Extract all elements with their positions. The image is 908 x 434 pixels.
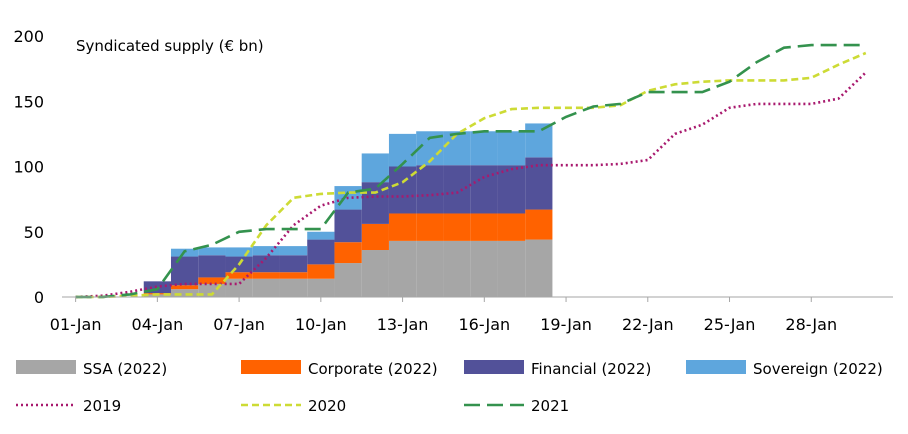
series-line-2020 [75, 51, 867, 299]
x-tick-label: 16-Jan [458, 315, 510, 334]
bar-segment [279, 272, 308, 279]
bar-segment [416, 213, 444, 241]
series-line-2021 [75, 43, 866, 299]
bar-segment [361, 223, 389, 251]
bar-segment [497, 213, 526, 241]
bar-segment [252, 272, 280, 279]
y-axis: 0 50 100 150 200 [13, 27, 44, 307]
bar-segment [497, 240, 526, 297]
legend-swatch [241, 360, 301, 374]
bar-segment [170, 289, 199, 297]
bar-segment [470, 131, 498, 166]
bar-segment [252, 246, 280, 256]
x-tick-label: 19-Jan [540, 315, 592, 334]
bar-segment [497, 165, 526, 214]
bar-segment [525, 239, 553, 297]
bar-segment [443, 213, 471, 241]
x-tick-label: 13-Jan [377, 315, 429, 334]
bar-segment [252, 255, 280, 273]
legend-label: Corporate (2022) [308, 360, 438, 378]
bar-segment [307, 264, 335, 279]
bar-segment [334, 263, 362, 297]
legend-label: Financial (2022) [531, 360, 651, 378]
x-tick-label: 22-Jan [622, 315, 674, 334]
bar-segment [470, 240, 498, 297]
bar-segment [388, 240, 417, 297]
bar-segment [198, 247, 226, 256]
legend-label: SSA (2022) [83, 360, 167, 378]
bar-segment [307, 239, 335, 265]
x-tick-label: 10-Jan [295, 315, 347, 334]
bar-segment [170, 256, 199, 286]
x-tick-label: 04-Jan [132, 315, 184, 334]
x-tick-label: 01-Jan [50, 315, 102, 334]
legend-swatch [464, 360, 524, 374]
y-tick-label: 150 [13, 92, 44, 111]
y-tick-label: 50 [24, 223, 44, 242]
legend-swatch [16, 360, 76, 374]
bar-segment [525, 209, 553, 240]
bar-segment [334, 242, 362, 264]
x-tick-label: 07-Jan [213, 315, 265, 334]
bar-segment [470, 213, 498, 241]
chart-annotation: Syndicated supply (€ bn) [76, 37, 264, 55]
x-tick-label: 25-Jan [704, 315, 756, 334]
bar-segment [279, 255, 308, 273]
bar-segment [225, 247, 253, 257]
bar-segment [334, 209, 362, 243]
y-tick-label: 100 [13, 158, 44, 177]
bar-segment [361, 153, 389, 183]
bar-segment [470, 165, 498, 214]
bar-segment [443, 240, 471, 297]
bar-segment [198, 277, 226, 284]
bar-segment [525, 157, 553, 210]
bar-segment [416, 240, 444, 297]
bar-segment [525, 123, 553, 158]
y-tick-label: 0 [34, 288, 44, 307]
series-line-2019 [75, 71, 867, 299]
x-tick-label: 28-Jan [785, 315, 837, 334]
legend-label: 2019 [83, 397, 121, 415]
bar-segment [225, 272, 253, 279]
bar-segment [307, 278, 335, 297]
plot-area [75, 43, 867, 299]
bar-segment [388, 133, 417, 167]
bar-segment [170, 285, 199, 290]
bar-segment [416, 165, 444, 214]
bar-segment [198, 255, 226, 278]
y-tick-label: 200 [13, 27, 44, 46]
bar-segment [443, 131, 471, 166]
bar-segment [443, 165, 471, 214]
bar-segment [388, 213, 417, 241]
legend-label: Sovereign (2022) [753, 360, 883, 378]
bar-segment [361, 250, 389, 297]
bar-segment [497, 131, 526, 166]
bar-segment [279, 246, 308, 256]
legend: SSA (2022) Corporate (2022) Financial (202… [16, 360, 883, 415]
bar-segment [279, 278, 308, 297]
legend-label: 2021 [531, 397, 569, 415]
legend-label: 2020 [308, 397, 346, 415]
x-axis: 01-Jan 04-Jan 07-Jan 10-Jan 13-Jan 16-Jan 19-J… [50, 296, 893, 334]
bar-segment [252, 278, 280, 297]
bar-segment [225, 278, 253, 297]
legend-swatch [686, 360, 746, 374]
bar-segment [307, 231, 335, 240]
